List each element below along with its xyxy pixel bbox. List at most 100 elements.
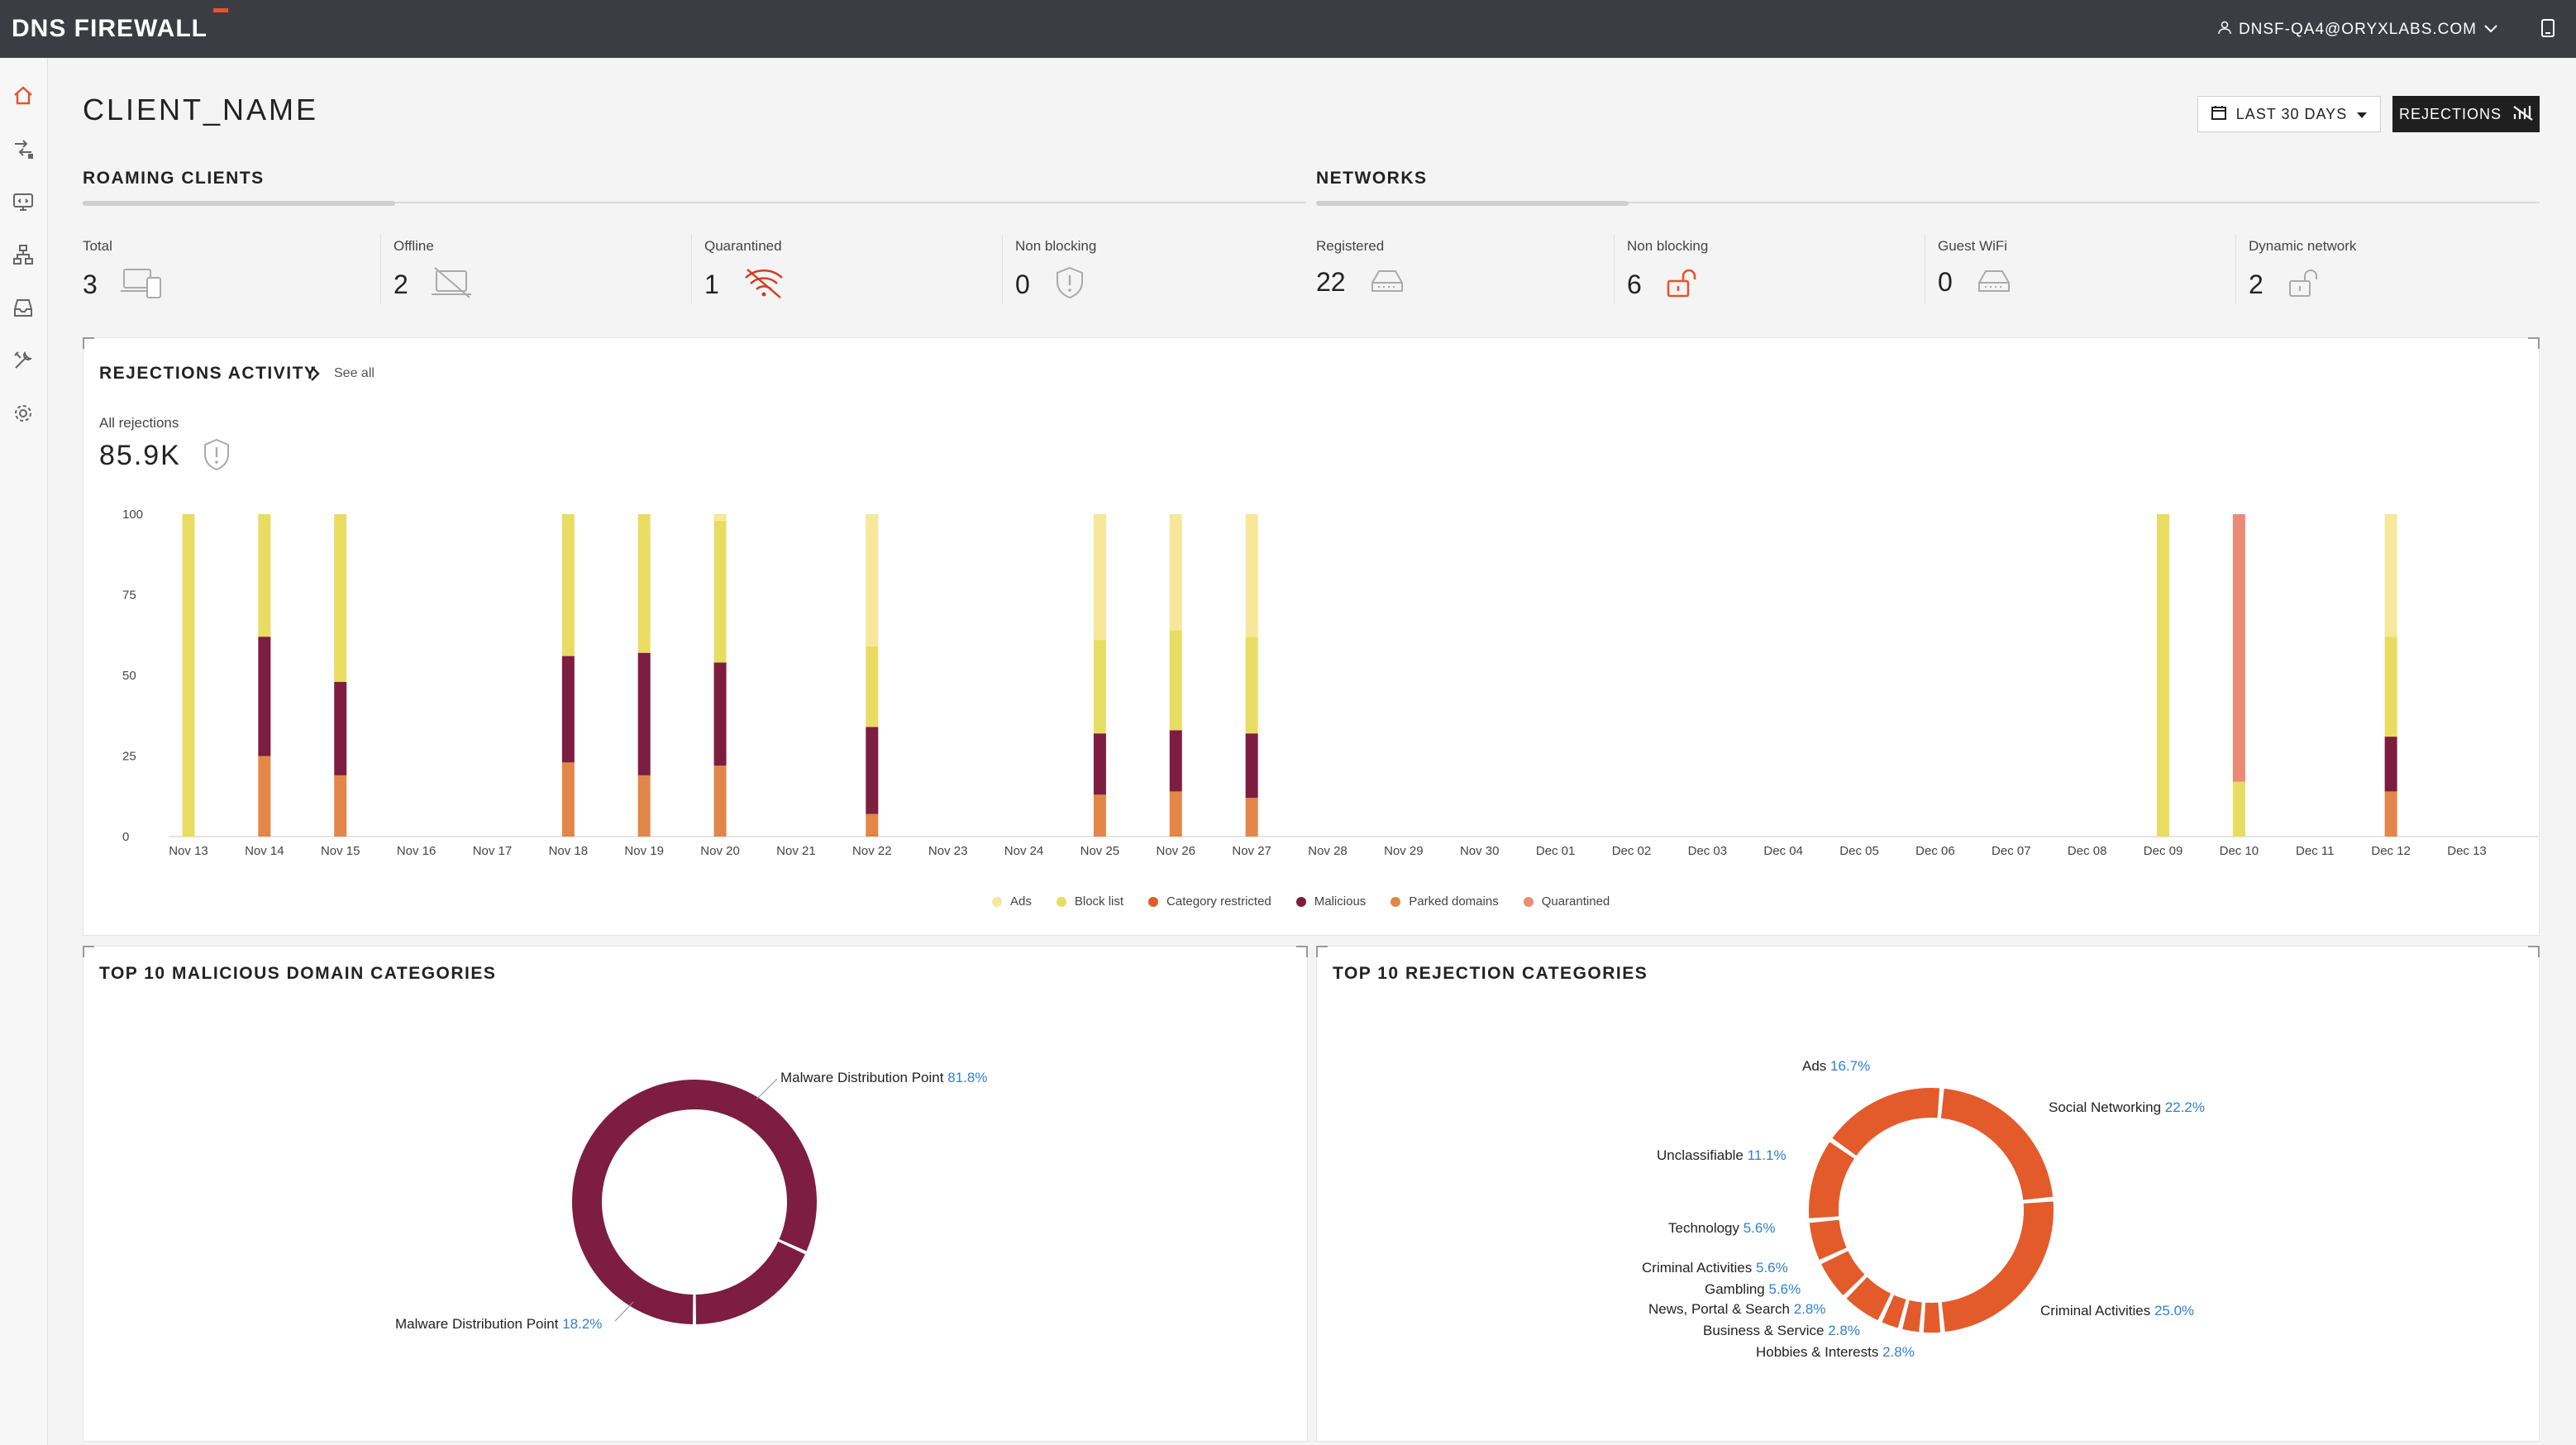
bar-segment[interactable] (1245, 514, 1258, 637)
date-range-label: LAST 30 DAYS (2235, 105, 2348, 122)
slice-percent: 2.8% (1882, 1344, 1915, 1360)
legend-item-category-restricted[interactable]: Category restricted (1148, 894, 1271, 908)
bar-segment[interactable] (637, 775, 651, 837)
user-email: DNSF-QA4@ORYXLABS.COM (2238, 21, 2477, 38)
settings-icon[interactable] (10, 400, 36, 427)
bar-segment[interactable] (713, 662, 727, 766)
bar-segment[interactable] (2157, 514, 2170, 837)
bar-segment[interactable] (713, 514, 727, 521)
bar-segment[interactable] (1169, 514, 1182, 631)
donut-slice[interactable] (1882, 1295, 1906, 1328)
bar-segment[interactable] (561, 514, 575, 656)
x-tick-label: Dec 11 (2296, 844, 2334, 858)
network-icon[interactable] (10, 241, 36, 268)
stat-nonblocking-networks[interactable]: Non blocking 6 (1627, 238, 1925, 304)
donut-slice[interactable] (1941, 1201, 2054, 1333)
stat-label: Total (83, 238, 112, 254)
bar-segment[interactable] (182, 514, 195, 837)
bar-segment[interactable] (334, 775, 347, 837)
bar-segment[interactable] (1093, 640, 1106, 734)
donut-slice[interactable] (1832, 1088, 1940, 1156)
donut-slice[interactable] (1846, 1276, 1891, 1321)
rejection-donut-chart (1809, 1088, 2054, 1333)
donut-slice[interactable] (1940, 1088, 2054, 1200)
legend-item-block-list[interactable]: Block list (1056, 894, 1123, 908)
x-tick-label: Nov 21 (776, 844, 816, 858)
bar-segment[interactable] (866, 813, 879, 837)
stat-label: Registered (1316, 238, 1385, 254)
bar-segment[interactable] (1245, 637, 1258, 734)
bar-segment[interactable] (713, 765, 727, 837)
donut-slice[interactable] (1809, 1219, 1847, 1260)
bar-segment[interactable] (637, 652, 651, 775)
legend-item-malicious[interactable]: Malicious (1295, 894, 1366, 908)
bar-segment[interactable] (2384, 791, 2397, 837)
rejections-button[interactable]: REJECTIONS (2392, 96, 2540, 132)
bar-segment[interactable] (561, 762, 575, 837)
laptop-offline-icon (431, 266, 475, 303)
bar-segment[interactable] (258, 637, 271, 756)
legend-item-quarantined[interactable]: Quarantined (1523, 894, 1610, 908)
stat-offline-clients[interactable]: Offline 2 (394, 238, 691, 304)
bar-segment[interactable] (713, 520, 727, 663)
stat-registered-networks[interactable]: Registered 22 (1316, 238, 1614, 304)
legend-item-ads[interactable]: Ads (992, 894, 1032, 908)
bar-segment[interactable] (1093, 794, 1106, 837)
stat-nonblocking-clients[interactable]: Non blocking 0 (1015, 238, 1313, 304)
bar-segment[interactable] (1169, 630, 1182, 731)
bar-segment[interactable] (561, 656, 575, 763)
see-all-link[interactable]: See all (334, 366, 374, 380)
donut-label: Criminal Activities 25.0% (2040, 1303, 2194, 1319)
app-logo[interactable]: DNS FIREWALL (12, 15, 208, 42)
bar-segment[interactable] (1093, 733, 1106, 795)
home-icon[interactable] (10, 83, 36, 109)
bar-segment[interactable] (2384, 514, 2397, 637)
slice-name: Malware Distribution Point (395, 1316, 559, 1332)
bar-segment[interactable] (637, 514, 651, 653)
stat-quarantined-clients[interactable]: Quarantined 1 (704, 238, 1002, 304)
traffic-icon[interactable] (10, 136, 36, 162)
bar-segment[interactable] (2384, 737, 2397, 792)
legend-label: Parked domains (1409, 894, 1499, 908)
malicious-categories-card (83, 946, 1308, 1442)
bar-segment[interactable] (2384, 637, 2397, 737)
bar-segment[interactable] (334, 681, 347, 775)
stat-total-clients[interactable]: Total 3 (83, 238, 380, 304)
rejection-categories-card (1316, 946, 2540, 1442)
tools-icon[interactable] (10, 347, 36, 374)
slice-name: Hobbies & Interests (1756, 1344, 1879, 1360)
y-tick-label: 25 (122, 750, 136, 764)
stat-guest-wifi[interactable]: Guest WiFi 0 (1938, 238, 2235, 304)
bar-segment[interactable] (2232, 514, 2245, 782)
stat-label: Dynamic network (2249, 238, 2357, 254)
donut-slice[interactable] (1809, 1142, 1855, 1218)
donut-slice[interactable] (1923, 1302, 1941, 1333)
inbox-icon[interactable] (10, 294, 36, 321)
bar-segment[interactable] (866, 646, 879, 727)
bar-segment[interactable] (258, 756, 271, 837)
bar-segment[interactable] (1093, 514, 1106, 641)
donut-label: Criminal Activities 5.6% (1642, 1260, 1788, 1276)
bar-segment[interactable] (334, 514, 347, 682)
date-range-dropdown[interactable]: LAST 30 DAYS (2197, 96, 2381, 132)
donut-slice[interactable] (1902, 1300, 1922, 1333)
stat-dynamic-network[interactable]: Dynamic network 2 (2249, 238, 2546, 304)
bar-segment[interactable] (1245, 733, 1258, 799)
chevron-right-icon[interactable] (309, 365, 321, 386)
bar-segment[interactable] (258, 514, 271, 637)
user-menu[interactable]: DNSF-QA4@ORYXLABS.COM (2217, 20, 2498, 40)
legend-item-parked-domains[interactable]: Parked domains (1391, 894, 1499, 908)
bar-segment[interactable] (1169, 730, 1182, 792)
stat-label: Offline (394, 238, 434, 254)
x-tick-label: Dec 06 (1915, 844, 1955, 858)
bar-segment[interactable] (2232, 781, 2245, 837)
bar-segment[interactable] (866, 514, 879, 646)
bar-segment[interactable] (1245, 798, 1258, 837)
monitor-icon[interactable] (10, 188, 36, 215)
bar-segment[interactable] (1169, 791, 1182, 837)
tablet-icon[interactable] (2540, 18, 2556, 42)
donut-slice[interactable] (1821, 1251, 1865, 1295)
rejections-bar-chart: 0 25 50 75 100 Nov 13 Nov 14 Nov 15 Nov 16 Nov 17… (122, 508, 2538, 858)
bar-segment[interactable] (866, 727, 879, 814)
donut-slice[interactable] (695, 1241, 805, 1324)
